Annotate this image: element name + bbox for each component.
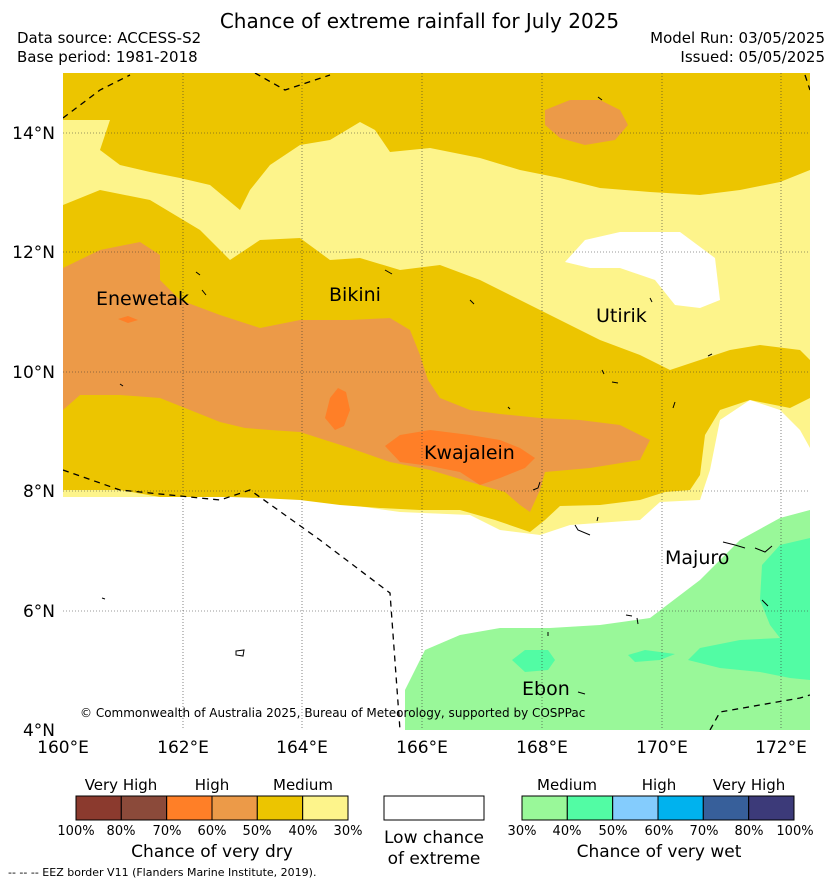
lat-tick-labels: 14°N 12°N 10°N 8°N 6°N 4°N [12, 124, 55, 741]
place-label-kwajalein: Kwajalein [424, 442, 515, 464]
wet-pct-30: 30% [508, 824, 537, 839]
dry-swatch-2 [166, 795, 213, 821]
lat-tick-8n: 8°N [23, 482, 55, 502]
place-labels: Enewetak Bikini Utirik Kwajalein Majuro … [96, 284, 729, 700]
wet-40-area [688, 538, 810, 680]
wet-level-high: High [642, 776, 676, 794]
dry-swatches [75, 795, 349, 821]
lat-tick-10n: 10°N [12, 363, 55, 383]
data-source-text: Data source: ACCESS-S2 [17, 29, 202, 47]
place-label-ebon: Ebon [522, 678, 570, 700]
lat-tick-6n: 6°N [23, 602, 55, 622]
wet-swatch-5 [748, 795, 795, 821]
dry-pct-40: 40% [289, 824, 318, 839]
wet-colorbar-title: Chance of very wet [577, 842, 742, 862]
wet-swatch-3 [657, 795, 704, 821]
low-chance-line1: Low chance [384, 828, 484, 848]
lon-tick-labels: 160°E 162°E 164°E 166°E 168°E 170°E 172°… [37, 738, 807, 758]
lon-tick-170e: 170°E [636, 738, 688, 758]
wet-30-area [405, 510, 810, 730]
map-title: Chance of extreme rainfall for July 2025 [219, 9, 620, 33]
dry-colorbar: Very High High Medium 100% 80% 70% 60% 5… [57, 776, 362, 862]
wet-40-patch-a [512, 650, 555, 672]
dry-level-labels: Very High High Medium [85, 776, 333, 794]
dry-colorbar-title: Chance of very dry [131, 842, 293, 862]
wet-pct-50: 50% [599, 824, 628, 839]
wet-colorbar: Medium High Very High 30% 40% 50% 60% 70… [508, 776, 814, 862]
island-outlines [101, 96, 773, 695]
dry-pct-60: 60% [198, 824, 227, 839]
dry-pct-30: 30% [334, 824, 363, 839]
place-label-bikini: Bikini [329, 284, 381, 306]
wet-swatch-2 [612, 795, 659, 821]
dry-40-area [63, 73, 810, 210]
issued-text: Issued: 05/05/2025 [680, 48, 825, 66]
lon-tick-160e: 160°E [37, 738, 89, 758]
lat-tick-12n: 12°N [12, 243, 55, 263]
wet-pct-40: 40% [553, 824, 582, 839]
place-label-majuro: Majuro [665, 547, 729, 569]
model-run-text: Model Run: 03/05/2025 [650, 29, 825, 47]
lon-tick-164e: 164°E [276, 738, 328, 758]
enewetak-lagoon-mark [118, 316, 138, 323]
wet-level-very-high: Very High [713, 776, 786, 794]
low-chance-legend: Low chance of extreme [383, 795, 485, 869]
dry-level-medium: Medium [273, 776, 333, 794]
dry-pct-80: 80% [107, 824, 136, 839]
dry-pct-100: 100% [57, 824, 94, 839]
place-label-utirik: Utirik [596, 305, 647, 327]
dry-swatch-4 [256, 795, 304, 821]
model-run-info: Model Run: 03/05/2025 Issued: 05/05/2025 [650, 29, 825, 67]
dry-level-high: High [195, 776, 229, 794]
base-period-text: Base period: 1981-2018 [17, 48, 198, 66]
wet-pct-100: 100% [776, 824, 813, 839]
dry-swatch-3 [211, 795, 258, 821]
lat-tick-4n: 4°N [23, 721, 55, 741]
wet-pct-70: 70% [690, 824, 719, 839]
wet-swatch-0 [521, 795, 568, 821]
dry-percent-labels: 100% 80% 70% 60% 50% 40% 30% [57, 824, 362, 839]
dry-swatch-5 [302, 795, 349, 821]
wet-level-medium: Medium [537, 776, 597, 794]
dry-level-very-high: Very High [85, 776, 158, 794]
low-chance-line2: of extreme [388, 849, 481, 869]
wet-40-patch-b [628, 650, 675, 662]
wet-percent-labels: 30% 40% 50% 60% 70% 80% 100% [508, 824, 814, 839]
low-chance-swatch [383, 795, 485, 821]
wet-swatches [521, 795, 795, 821]
dry-60-area [385, 430, 535, 485]
dry-swatch-0 [75, 795, 122, 821]
white-pocket [565, 232, 720, 308]
lon-tick-166e: 166°E [396, 738, 448, 758]
copyright-notice: © Commonwealth of Australia 2025, Bureau… [80, 706, 585, 720]
lat-tick-14n: 14°N [12, 124, 55, 144]
eez-border-note: -- -- -- EEZ border V11 (Flanders Marine… [8, 866, 316, 879]
lon-tick-162e: 162°E [157, 738, 209, 758]
wet-swatch-4 [702, 795, 750, 821]
dry-60-patch [325, 388, 350, 430]
lon-tick-172e: 172°E [755, 738, 807, 758]
lon-tick-168e: 168°E [516, 738, 568, 758]
wet-pct-80: 80% [735, 824, 764, 839]
data-source-info: Data source: ACCESS-S2 Base period: 1981… [17, 29, 201, 67]
wet-pct-60: 60% [645, 824, 674, 839]
dry-pct-50: 50% [243, 824, 272, 839]
place-label-enewetak: Enewetak [96, 288, 189, 310]
wet-swatch-1 [566, 795, 614, 821]
dry-pct-70: 70% [153, 824, 182, 839]
wet-level-labels: Medium High Very High [537, 776, 785, 794]
map-fills [63, 73, 810, 730]
eez-borders [63, 73, 810, 730]
dry-swatch-1 [120, 795, 168, 821]
dry-50-patch [545, 100, 628, 145]
